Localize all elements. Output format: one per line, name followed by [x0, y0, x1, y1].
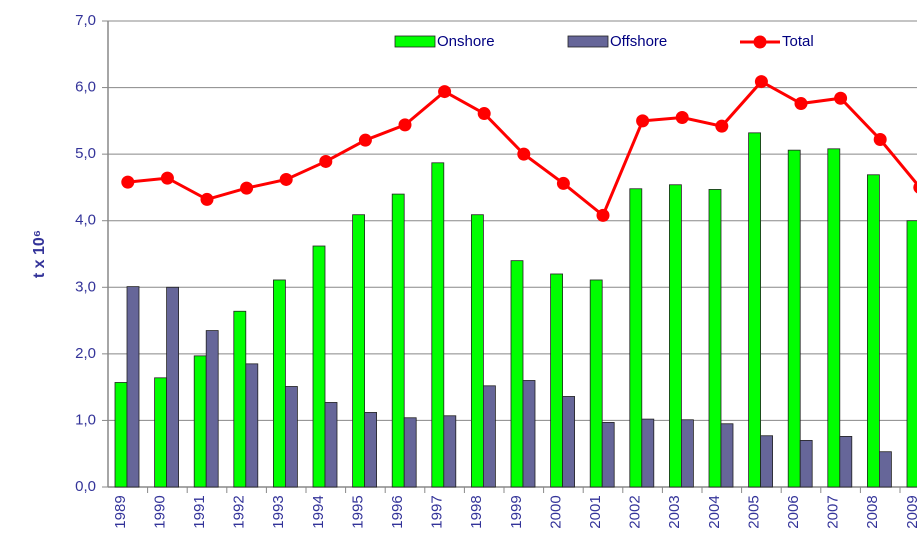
y-tick-label: 1,0 — [75, 411, 96, 428]
bar — [827, 148, 841, 488]
y-tick-label: 5,0 — [75, 145, 96, 162]
bar — [352, 214, 366, 488]
y-tick-label: 2,0 — [75, 345, 96, 362]
point — [834, 91, 848, 105]
bar — [799, 439, 813, 488]
point — [873, 132, 887, 146]
x-tick-label: 1990 — [151, 495, 168, 528]
bar — [720, 423, 734, 488]
x-tick-label: 2006 — [785, 495, 802, 528]
bar — [391, 193, 405, 488]
bar — [681, 419, 694, 488]
legend-label: Total — [782, 33, 814, 50]
bar — [510, 260, 524, 488]
point — [358, 133, 372, 147]
x-tick-label: 1999 — [508, 495, 525, 528]
point — [477, 107, 491, 121]
bar — [364, 412, 378, 488]
bar — [126, 286, 140, 488]
legend-swatch — [567, 35, 609, 48]
bar — [879, 451, 892, 488]
x-tick-label: 2008 — [864, 495, 881, 528]
bar — [787, 149, 801, 488]
x-tick-label: 1993 — [270, 495, 287, 528]
x-tick-label: 1995 — [349, 495, 366, 528]
bar — [443, 415, 457, 488]
bar — [166, 286, 180, 488]
bar — [839, 436, 853, 488]
point — [279, 172, 293, 186]
bar — [482, 385, 496, 488]
point — [794, 97, 808, 111]
point — [636, 114, 650, 128]
bar — [906, 220, 917, 488]
point — [240, 181, 254, 195]
x-tick-label: 1989 — [112, 495, 129, 528]
bar — [193, 355, 207, 488]
bar — [641, 418, 655, 488]
y-tick-label: 4,0 — [75, 212, 96, 229]
bar — [114, 382, 128, 488]
bar — [601, 422, 615, 488]
point — [398, 118, 412, 132]
bar — [233, 310, 247, 488]
bar — [403, 417, 417, 488]
point — [319, 154, 333, 168]
x-tick-label: 1992 — [231, 495, 248, 528]
bar — [284, 386, 298, 488]
x-tick-label: 2004 — [706, 495, 723, 528]
x-tick-label: 1994 — [310, 495, 327, 528]
point — [715, 119, 729, 133]
x-tick-label: 2002 — [627, 495, 644, 528]
y-axis-label: t x 10⁶ — [31, 230, 48, 278]
bar — [867, 174, 880, 488]
point — [200, 192, 214, 206]
bar — [245, 363, 259, 488]
bar — [272, 279, 286, 488]
x-tick-label: 1991 — [191, 495, 208, 528]
point — [754, 75, 768, 89]
bar — [708, 189, 722, 488]
x-tick-label: 2009 — [904, 495, 917, 528]
bar — [470, 214, 484, 488]
legend-label: Offshore — [610, 33, 667, 50]
bar — [589, 279, 603, 488]
x-tick-label: 1998 — [468, 495, 485, 528]
x-tick-label: 1997 — [429, 495, 446, 528]
point — [913, 181, 917, 194]
bar — [669, 184, 682, 488]
bar — [748, 132, 761, 488]
point — [596, 208, 610, 222]
x-tick-label: 2003 — [666, 495, 683, 528]
point — [517, 147, 531, 161]
bar — [760, 435, 773, 488]
legend-label: Onshore — [437, 33, 495, 50]
point — [556, 176, 570, 190]
bar — [550, 273, 563, 488]
y-tick-label: 7,0 — [75, 12, 96, 29]
point — [438, 85, 452, 99]
point — [121, 175, 135, 189]
x-tick-label: 2000 — [547, 495, 564, 528]
x-tick-label: 2007 — [825, 495, 842, 528]
bar — [431, 162, 445, 488]
bar — [562, 396, 575, 488]
x-tick-label: 2005 — [745, 495, 762, 528]
bar — [629, 188, 643, 488]
y-tick-label: 0,0 — [75, 478, 96, 495]
legend-swatch — [753, 35, 767, 49]
x-tick-label: 1996 — [389, 495, 406, 528]
y-tick-label: 3,0 — [75, 278, 96, 295]
bar — [154, 377, 168, 488]
y-tick-label: 6,0 — [75, 79, 96, 96]
x-tick-label: 2001 — [587, 495, 604, 528]
bar — [205, 330, 219, 488]
point — [160, 171, 174, 185]
bar — [312, 245, 326, 488]
bar — [522, 380, 536, 488]
bar — [324, 402, 338, 488]
legend-swatch — [394, 35, 436, 48]
point — [675, 111, 689, 125]
